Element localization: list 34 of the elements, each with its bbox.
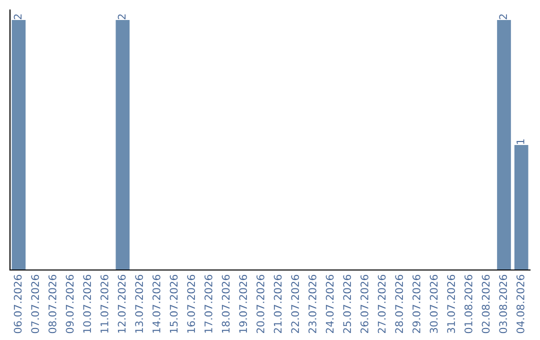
- x-tick-label: 14.07.2026: [152, 274, 160, 333]
- x-tick-label: 26.07.2026: [360, 274, 368, 334]
- x-tick-label: 02.08.2026: [482, 274, 490, 334]
- x-tick-label: 17.07.2026: [204, 274, 212, 333]
- data-label: 2: [499, 14, 507, 20]
- x-tick-label: 22.07.2026: [291, 274, 300, 334]
- x-tick-label: 04.08.2026: [516, 274, 524, 334]
- x-tick-label: 01.08.2026: [464, 274, 472, 334]
- x-tick-label: 23.07.2026: [308, 274, 316, 334]
- x-tick-label: 21.07.2026: [274, 274, 282, 334]
- x-tick-label: 31.07.2026: [447, 274, 456, 334]
- data-label: 1: [516, 139, 524, 144]
- x-tick-label: 24.07.2026: [326, 274, 334, 334]
- data-label: 2: [14, 14, 22, 20]
- x-tick-label: 07.07.2026: [31, 274, 40, 334]
- x-tick-label: 27.07.2026: [378, 274, 386, 334]
- x-tick-label: 08.07.2026: [48, 274, 56, 334]
- x-tick-label: 12.07.2026: [118, 274, 126, 333]
- x-tick-label: 16.07.2026: [187, 274, 196, 333]
- x-tick-label: 28.07.2026: [395, 274, 404, 334]
- data-label: 2: [118, 14, 126, 20]
- x-tick-label: 20.07.2026: [256, 274, 264, 334]
- x-tick-label: 10.07.2026: [83, 274, 92, 333]
- x-tick-label: 13.07.2026: [135, 274, 144, 333]
- x-tick-label: 15.07.2026: [170, 274, 178, 333]
- x-tick-label: 06.07.2026: [14, 274, 22, 334]
- x-tick-label: 18.07.2026: [222, 274, 230, 333]
- x-tick-label: 30.07.2026: [430, 274, 438, 334]
- x-tick-label: 03.08.2026: [499, 274, 508, 334]
- x-tick-label: 29.07.2026: [412, 274, 420, 334]
- x-tick-label: 25.07.2026: [343, 274, 352, 334]
- x-tick-label: 19.07.2026: [239, 274, 248, 333]
- x-tick-label: 09.07.2026: [66, 274, 74, 334]
- x-tick-label: 11.07.2026: [100, 274, 108, 333]
